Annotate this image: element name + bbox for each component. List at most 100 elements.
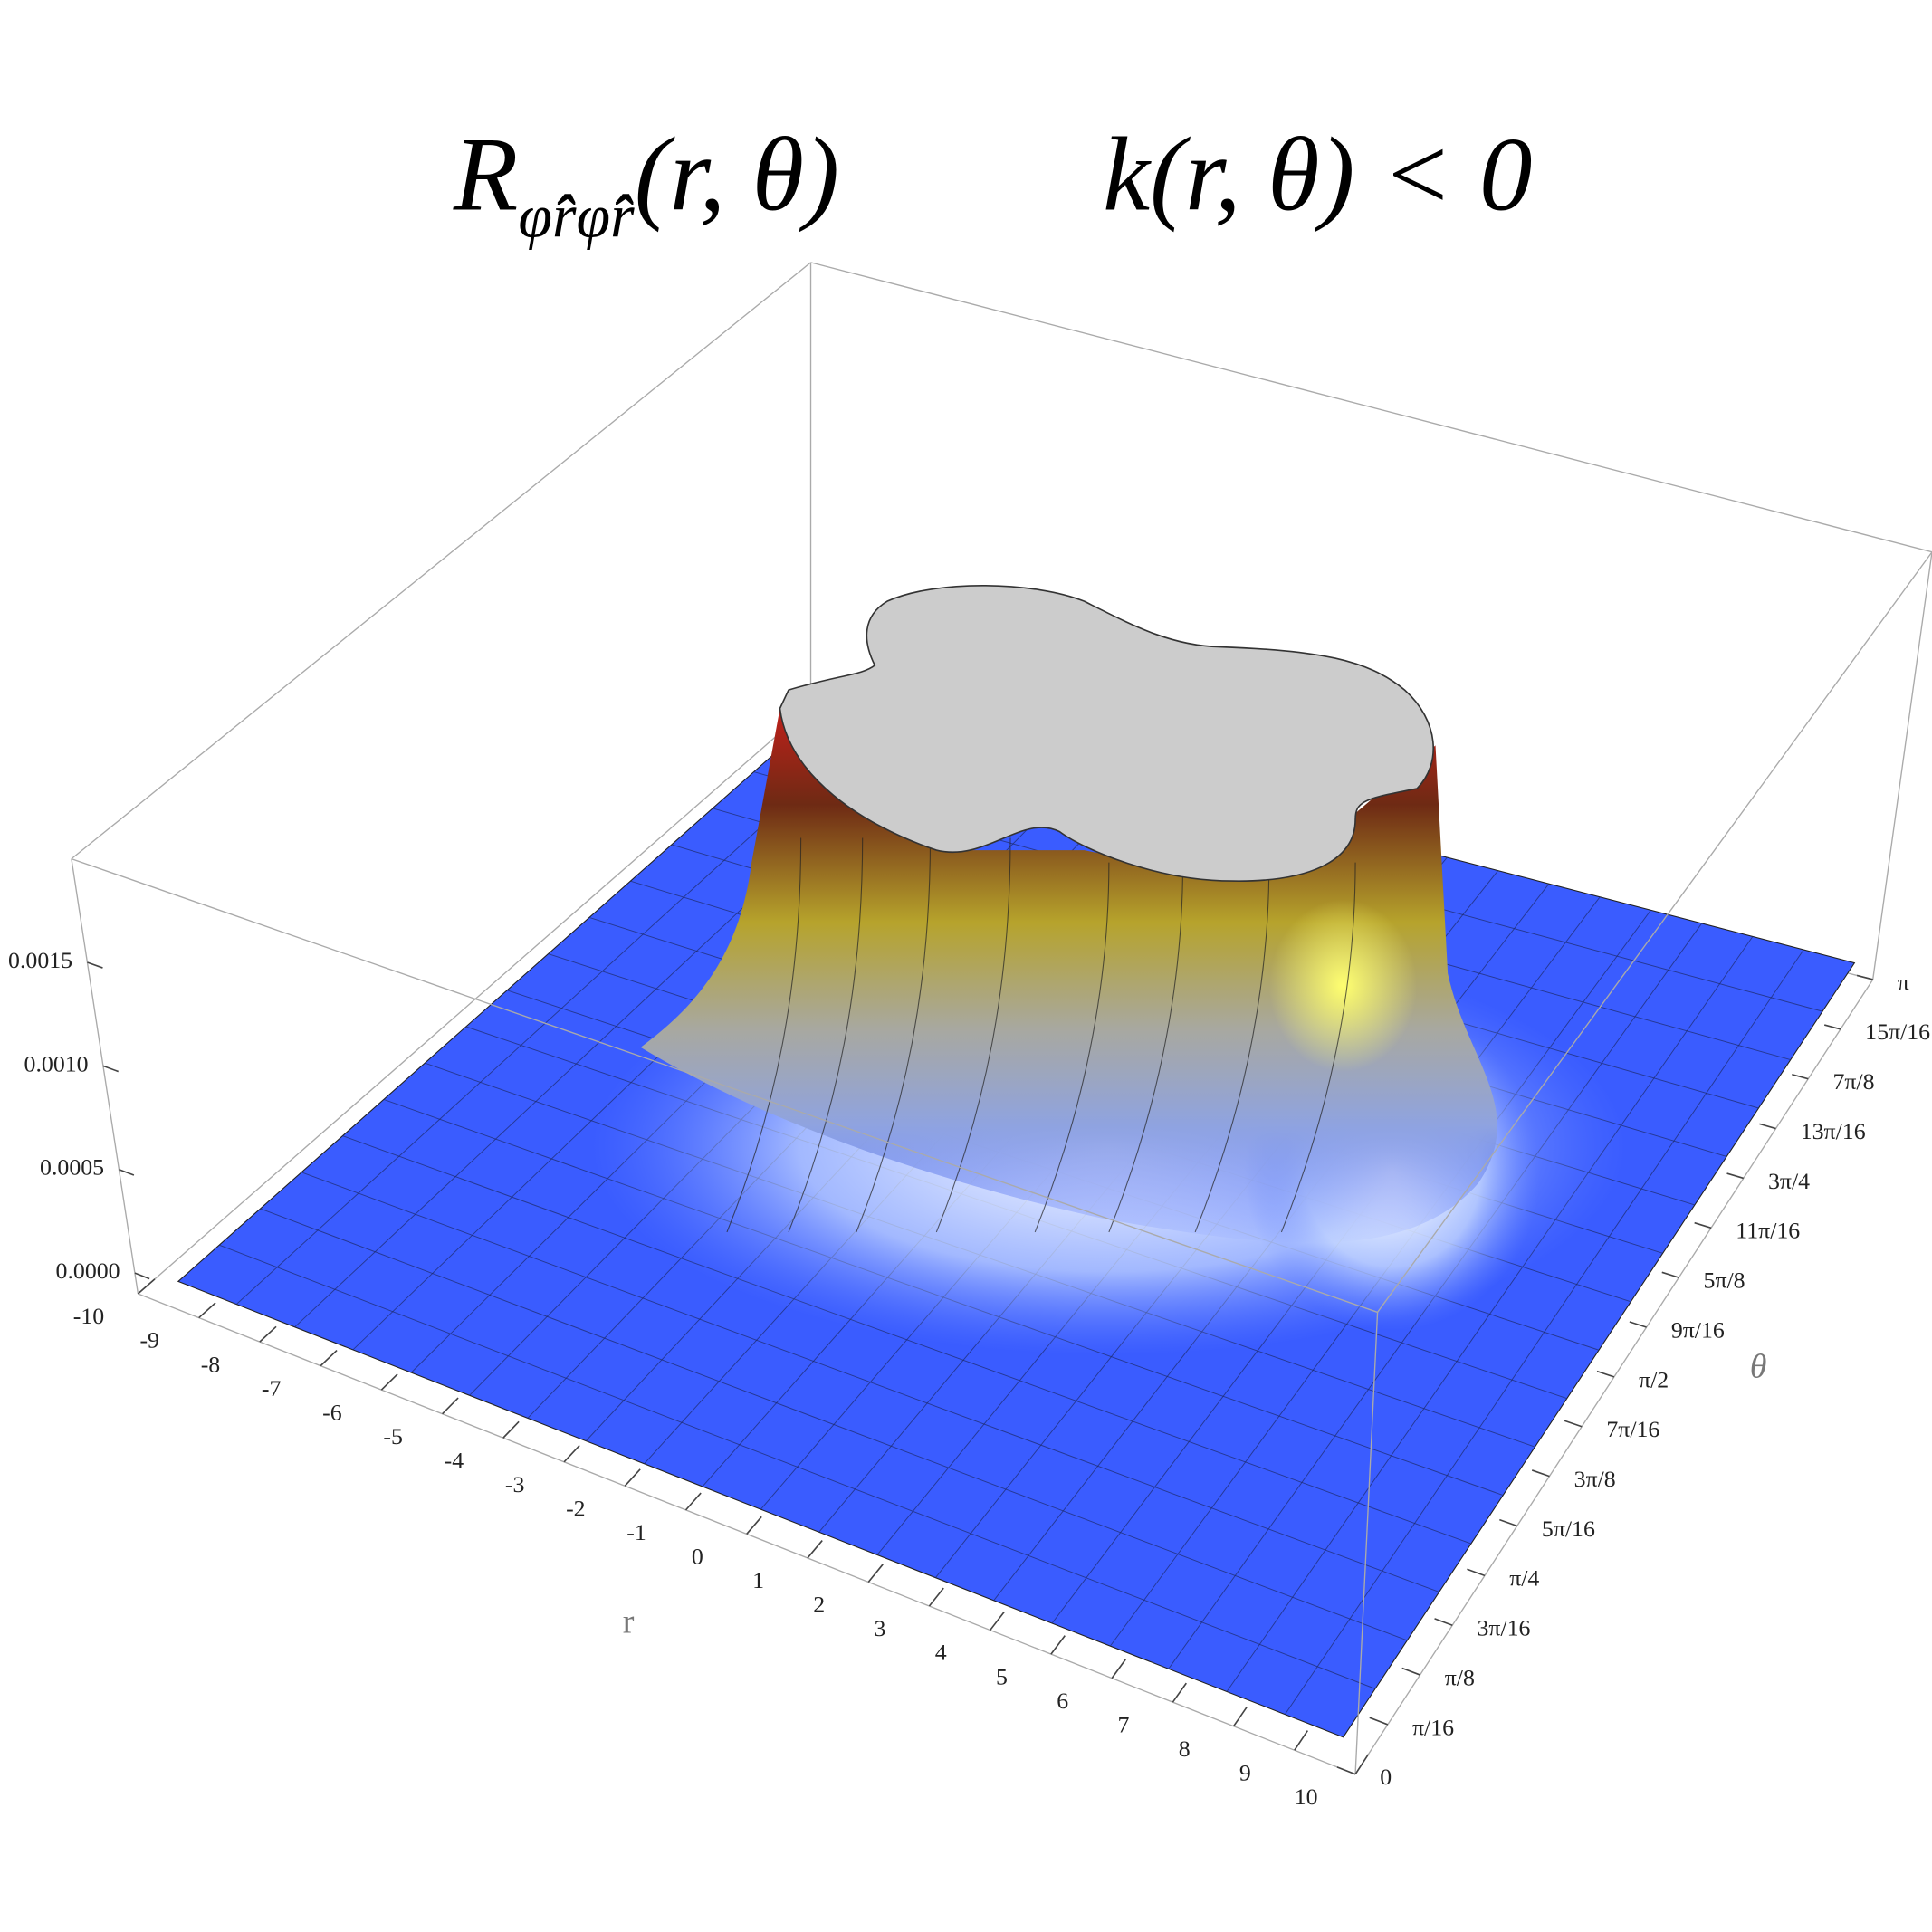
x-tick-label: 3 <box>875 1615 886 1641</box>
mesh-line <box>219 1244 1376 1689</box>
x-tick <box>1111 1659 1126 1679</box>
box-edge <box>71 858 139 1295</box>
x-tick-label: 8 <box>1179 1736 1191 1762</box>
title-subscript: φ̂r̂φ̂r̂ <box>518 181 635 250</box>
surface-line <box>856 837 932 1233</box>
x-tick-label: -3 <box>505 1471 525 1497</box>
x-tick <box>990 1611 1005 1631</box>
box-edge <box>1354 1312 1379 1774</box>
surface-line <box>788 837 864 1233</box>
x-tick <box>1232 1706 1248 1727</box>
x-tick-label: -7 <box>262 1375 282 1401</box>
z-tick <box>134 1272 150 1280</box>
x-tick <box>320 1349 338 1367</box>
y-axis-label: θ <box>1750 1348 1767 1386</box>
y-tick-label: π/4 <box>1509 1565 1539 1592</box>
z-tick-label: 0.0010 <box>24 1050 89 1076</box>
x-tick <box>137 1278 156 1295</box>
x-tick-label: 9 <box>1239 1759 1251 1785</box>
mesh-line <box>260 1208 1408 1641</box>
y-tick-label: π <box>1898 969 1909 995</box>
title-main: R <box>453 116 519 233</box>
y-tick-label: 13π/16 <box>1801 1118 1866 1144</box>
y-tick-label: 3π/4 <box>1768 1168 1810 1194</box>
mesh-line <box>342 1135 1472 1545</box>
y-tick-label: 9π/16 <box>1671 1316 1725 1343</box>
z-tick-label: 0.0000 <box>56 1258 120 1284</box>
x-tick-label: 5 <box>996 1663 1008 1689</box>
y-tick-label: 7π/16 <box>1606 1416 1659 1442</box>
surface-top <box>779 584 1434 882</box>
x-tick-label: -8 <box>201 1351 221 1377</box>
y-tick <box>1726 1172 1745 1180</box>
y-tick-label: 5π/8 <box>1704 1267 1745 1294</box>
x-tick <box>502 1420 520 1439</box>
y-tick <box>1856 974 1873 980</box>
y-tick <box>1823 1024 1841 1030</box>
box-edge <box>810 262 1932 553</box>
x-tick <box>442 1397 459 1415</box>
chart-title: Rφ̂r̂φ̂r̂(r, θ) <box>453 116 839 250</box>
y-tick <box>1336 1766 1356 1775</box>
y-tick <box>1596 1370 1615 1378</box>
x-tick <box>624 1468 641 1487</box>
x-tick-label: -2 <box>566 1495 586 1521</box>
surface-line <box>1108 862 1184 1233</box>
y-tick-label: 5π/16 <box>1542 1516 1595 1542</box>
x-tick-label: -6 <box>322 1399 342 1425</box>
surface-line <box>1194 862 1270 1233</box>
y-tick <box>1531 1469 1550 1478</box>
surface-line <box>1280 862 1356 1233</box>
x-tick-label: -10 <box>73 1303 104 1329</box>
y-tick-label: 3π/8 <box>1574 1466 1616 1492</box>
x-tick <box>563 1445 580 1463</box>
x-tick-label: 2 <box>813 1592 825 1618</box>
surface-line <box>935 837 1011 1233</box>
mesh-line <box>301 1172 1439 1592</box>
x-axis-label: r <box>623 1602 635 1640</box>
x-tick-label: -4 <box>445 1447 464 1473</box>
x-tick <box>684 1492 702 1511</box>
y-tick-label: π/8 <box>1445 1664 1475 1690</box>
box-edge <box>1871 551 1932 980</box>
y-tick-label: 15π/16 <box>1865 1019 1930 1045</box>
x-tick-label: 7 <box>1117 1711 1129 1737</box>
z-tick-label: 0.0005 <box>40 1154 104 1181</box>
box-edge <box>1377 551 1932 1313</box>
x-tick-label: -1 <box>626 1519 646 1545</box>
x-tick <box>928 1587 944 1607</box>
y-tick <box>1759 1123 1776 1130</box>
y-tick-label: 3π/16 <box>1477 1615 1530 1641</box>
y-tick-label: π/16 <box>1412 1714 1454 1740</box>
x-tick <box>1294 1730 1309 1751</box>
x-tick <box>380 1373 398 1391</box>
box-edge <box>137 705 811 1295</box>
surface-line <box>1034 862 1110 1233</box>
z-tick <box>119 1168 135 1176</box>
y-tick <box>1661 1271 1679 1278</box>
y-tick <box>1629 1321 1647 1328</box>
x-tick <box>198 1302 216 1319</box>
x-tick-label: -5 <box>383 1423 403 1449</box>
x-tick <box>746 1516 762 1535</box>
z-tick <box>102 1065 119 1073</box>
y-tick <box>1434 1618 1453 1626</box>
y-tick-label: 11π/16 <box>1736 1218 1800 1244</box>
y-tick <box>1564 1420 1583 1428</box>
x-tick <box>1050 1635 1066 1655</box>
surface-highlight <box>1268 899 1418 1073</box>
surface-side <box>640 708 1497 1244</box>
y-tick <box>1467 1568 1486 1577</box>
x-tick-label: 10 <box>1295 1784 1318 1810</box>
y-tick <box>1369 1717 1389 1726</box>
y-tick <box>1792 1073 1809 1080</box>
title-args: (r, θ) <box>635 116 840 233</box>
x-tick <box>1354 1754 1370 1775</box>
y-tick <box>1694 1221 1712 1229</box>
x-tick-label: 6 <box>1057 1688 1068 1714</box>
x-tick <box>1172 1682 1187 1703</box>
x-tick <box>259 1325 277 1343</box>
y-tick-label: 0 <box>1380 1764 1392 1790</box>
